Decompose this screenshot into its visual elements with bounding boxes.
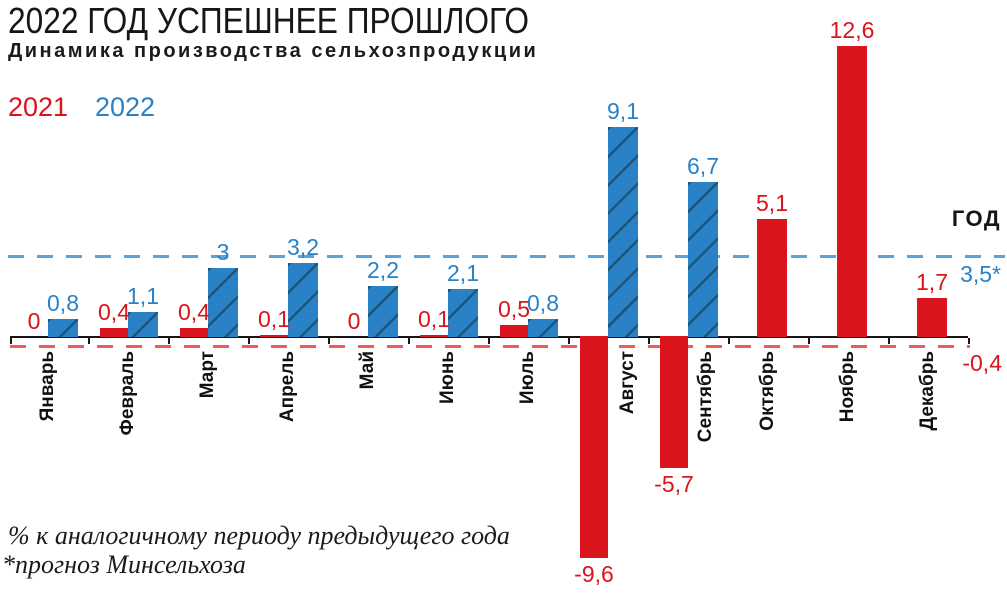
month-label-июнь: Июнь — [437, 351, 458, 405]
x-axis-tick — [568, 338, 570, 344]
x-axis-tick — [328, 338, 330, 344]
month-label-декабрь: Декабрь — [917, 351, 938, 431]
bar-2022-сентябрь — [688, 182, 718, 337]
value-label-2021-июнь: 0,1 — [418, 306, 450, 332]
x-axis-tick — [968, 338, 970, 344]
x-axis-tick — [10, 338, 12, 344]
value-label-2021-сентябрь: -5,7 — [654, 471, 694, 497]
year-column-label: ГОД — [951, 206, 1001, 231]
month-label-ноябрь: Ноябрь — [837, 351, 858, 423]
x-axis-line — [10, 335, 968, 338]
value-label-2022-сентябрь: 6,7 — [687, 153, 719, 179]
x-axis-tick — [408, 338, 410, 344]
bar-2022-июль — [528, 319, 558, 337]
x-axis-tick — [648, 338, 650, 344]
month-label-июль: Июль — [517, 351, 538, 405]
value-label-2022-июнь: 2,1 — [447, 260, 479, 286]
value-label-2021-август: -9,6 — [574, 561, 614, 587]
bar-2022-январь — [48, 319, 78, 337]
bar-2021-август — [580, 335, 608, 558]
bar-2022-март — [208, 268, 238, 337]
month-label-февраль: Февраль — [117, 351, 138, 436]
month-label-май: Май — [357, 351, 378, 390]
footnote-forecast: *прогноз Минсельхоза — [2, 550, 246, 579]
x-axis-tick — [728, 338, 730, 344]
month-label-октябрь: Октябрь — [757, 351, 778, 431]
value-label-2021-июль: 0,5 — [498, 296, 530, 322]
page-title: 2022 ГОД УСПЕШНЕЕ ПРОШЛОГО — [8, 0, 530, 41]
bar-2021-ноябрь — [837, 46, 867, 337]
x-axis-tick — [88, 338, 90, 344]
month-label-март: Март — [197, 351, 218, 399]
x-axis-tick — [168, 338, 170, 344]
month-label-январь: Январь — [37, 351, 58, 422]
x-axis-tick — [808, 338, 810, 344]
bar-2021-март — [180, 328, 208, 337]
value-label-2021-апрель: 0,1 — [258, 306, 290, 332]
bar-2021-декабрь — [917, 298, 947, 337]
bar-2021-октябрь — [757, 219, 787, 337]
value-label-2022-июль: 0,8 — [527, 290, 559, 316]
reference-line-2022 — [8, 254, 1005, 258]
reference-line-2021 — [10, 344, 970, 348]
legend-2021: 2021 — [8, 92, 69, 122]
value-label-2022-август: 9,1 — [607, 98, 639, 124]
value-label-2021-февраль: 0,4 — [98, 299, 130, 325]
bar-2022-февраль — [128, 312, 158, 337]
value-label-2022-март: 3 — [216, 239, 230, 265]
x-axis-tick — [248, 338, 250, 344]
value-label-2022-май: 2,2 — [367, 257, 399, 283]
x-axis-tick — [488, 338, 490, 344]
bar-2021-февраль — [100, 328, 128, 337]
month-label-август: Август — [617, 351, 638, 415]
year-total-2022-label: 3,5* — [960, 261, 1001, 287]
value-label-2022-январь: 0,8 — [47, 290, 79, 316]
bar-2022-апрель — [288, 263, 318, 337]
bar-2021-сентябрь — [660, 335, 688, 468]
bar-2022-май — [368, 286, 398, 337]
value-label-2021-декабрь: 1,7 — [916, 269, 948, 295]
legend-2022: 2022 — [95, 92, 156, 122]
month-label-апрель: Апрель — [277, 351, 298, 423]
year-total-2021-label: -0,4 — [962, 350, 1002, 376]
bar-2022-август — [608, 127, 638, 337]
value-label-2022-февраль: 1,1 — [127, 283, 159, 309]
bar-2021-июнь — [420, 335, 448, 337]
footnote-unit: % к аналогичному периоду предыдущего год… — [8, 521, 510, 550]
bar-2022-июнь — [448, 289, 478, 337]
bar-2021-июль — [500, 325, 528, 337]
page-subtitle: Динамика производства сельхозпродукции — [8, 40, 539, 62]
month-label-сентябрь: Сентябрь — [695, 351, 716, 443]
bar-2021-апрель — [260, 335, 288, 337]
x-axis-tick — [888, 338, 890, 344]
value-label-2021-май: 0 — [347, 308, 361, 334]
value-label-2021-январь: 0 — [27, 308, 41, 334]
value-label-2022-апрель: 3,2 — [287, 234, 319, 260]
value-label-2021-март: 0,4 — [178, 299, 210, 325]
value-label-2021-ноябрь: 12,6 — [829, 17, 875, 43]
value-label-2021-октябрь: 5,1 — [756, 190, 788, 216]
